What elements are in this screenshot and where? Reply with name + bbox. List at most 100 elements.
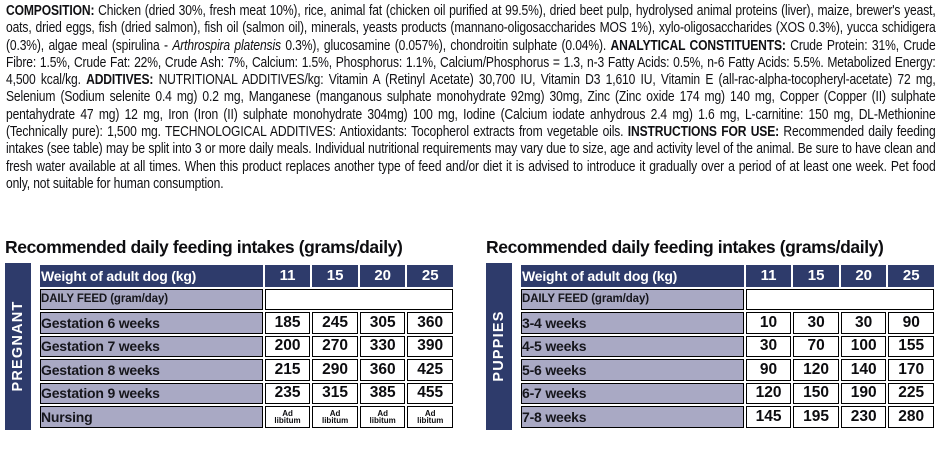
feeding-value-cell: 290 — [312, 359, 358, 381]
table-wrap-pregnant: PREGNANT Weight of adult dog (kg) 11 15 20 2… — [5, 263, 455, 430]
feeding-value-cell: 390 — [407, 335, 453, 357]
row-label-cell: Nursing — [40, 406, 263, 428]
weight-column-header: 15 — [312, 265, 358, 287]
feeding-table-group-puppies: Recommended daily feeding intakes (grams… — [486, 237, 936, 430]
feeding-value-cell: 235 — [264, 382, 311, 404]
weight-header-cell: Weight of adult dog (kg) — [40, 265, 263, 287]
feeding-value-cell: 30 — [840, 312, 887, 334]
table-title-puppies: Recommended daily feeding intakes (grams… — [486, 237, 884, 257]
label-composition-paragraph: COMPOSITION: Chicken (dried 30%, fresh m… — [6, 3, 936, 193]
weight-column-header: 20 — [359, 265, 406, 287]
weight-column-header: 11 — [745, 265, 792, 287]
side-band-pregnant: PREGNANT — [5, 263, 31, 430]
feeding-table-group-pregnant: Recommended daily feeding intakes (grams… — [5, 237, 455, 430]
feeding-value-cell: Ad libitum — [359, 406, 406, 428]
feeding-tables-section: Recommended daily feeding intakes (grams… — [5, 237, 936, 430]
daily-feed-row: DAILY FEED (gram/day) — [40, 288, 453, 310]
feeding-value-cell: Ad libitum — [407, 406, 453, 428]
feeding-value-cell: 150 — [793, 382, 839, 404]
feeding-value-cell: 225 — [888, 382, 934, 404]
feeding-value-cell: 190 — [840, 382, 887, 404]
feeding-value-cell: 120 — [793, 359, 839, 381]
feeding-value-cell: 70 — [793, 335, 839, 357]
table-title-pregnant: Recommended daily feeding intakes (grams… — [5, 237, 403, 257]
weight-column-header: 15 — [793, 265, 839, 287]
label-text-segment: NUTRITIONAL ADDITIVES/kg: Vitamin A (Ret… — [6, 72, 936, 141]
weight-column-header: 20 — [840, 265, 887, 287]
weight-column-header: 25 — [407, 265, 453, 287]
feeding-value-cell: 230 — [840, 406, 887, 428]
side-band-label: PREGNANT — [10, 300, 26, 392]
table-row: Gestation 7 weeks 200 270 330 390 — [40, 335, 453, 357]
table-row: Nursing Ad libitum Ad libitum Ad libitum Ad libi… — [40, 406, 453, 428]
weight-column-header: 11 — [264, 265, 311, 287]
feeding-value-cell: 195 — [793, 406, 839, 428]
table-header-row: Weight of adult dog (kg) 11 15 20 25 — [521, 265, 934, 287]
weight-header-cell: Weight of adult dog (kg) — [521, 265, 744, 287]
label-text-segment: Chicken (dried 30%, fresh meat 10%), ric… — [6, 3, 936, 54]
daily-feed-label-cell: DAILY FEED (gram/day) — [40, 288, 263, 310]
row-label-cell: Gestation 7 weeks — [40, 335, 263, 357]
feeding-value-cell: 305 — [359, 312, 406, 334]
side-band-puppies: PUPPIES — [486, 263, 512, 430]
feeding-value-cell: 90 — [745, 359, 792, 381]
feeding-value-cell: 120 — [745, 382, 792, 404]
feeding-value-cell: 170 — [888, 359, 934, 381]
feeding-value-cell: 280 — [888, 406, 934, 428]
label-text-segment: Recommended daily feeding intakes (see t… — [6, 124, 936, 192]
row-label-cell: Gestation 8 weeks — [40, 359, 263, 381]
feeding-table-puppies: Weight of adult dog (kg) 11 15 20 25 DAILY FE… — [519, 263, 936, 430]
daily-feed-empty-cell — [264, 288, 453, 310]
label-text-segment: Arthrospira platensis — [172, 37, 281, 54]
feeding-value-cell: 200 — [264, 335, 311, 357]
feeding-value-cell: 315 — [312, 382, 358, 404]
daily-feed-row: DAILY FEED (gram/day) — [521, 288, 934, 310]
table-row: 5-6 weeks 90 120 140 170 — [521, 359, 934, 381]
feeding-value-cell: Ad libitum — [312, 406, 358, 428]
feeding-value-cell: 10 — [745, 312, 792, 334]
table-row: Gestation 8 weeks 215 290 360 425 — [40, 359, 453, 381]
label-text-segment: ADDITIVES: — [86, 72, 159, 89]
table-row: 7-8 weeks 145 195 230 280 — [521, 406, 934, 428]
feeding-value-cell: 425 — [407, 359, 453, 381]
feeding-value-cell: 455 — [407, 382, 453, 404]
label-text-segment: Crude Protein: 31%, Crude Fibre: 1.5%, C… — [6, 37, 936, 89]
feeding-value-cell: 100 — [840, 335, 887, 357]
feeding-table-pregnant: Weight of adult dog (kg) 11 15 20 25 DAILY FE… — [38, 263, 455, 430]
table-row: Gestation 6 weeks 185 245 305 360 — [40, 312, 453, 334]
label-text-segment: INSTRUCTIONS FOR USE: — [627, 124, 784, 141]
row-label-cell: 5-6 weeks — [521, 359, 744, 381]
feeding-value-cell: 360 — [359, 359, 406, 381]
feeding-value-cell: 145 — [745, 406, 792, 428]
table-row: 3-4 weeks 10 30 30 90 — [521, 312, 934, 334]
feeding-value-cell: 330 — [359, 335, 406, 357]
feeding-value-cell: Ad libitum — [264, 406, 311, 428]
row-label-cell: 6-7 weeks — [521, 382, 744, 404]
table-wrap-puppies: PUPPIES Weight of adult dog (kg) 11 15 20 25… — [486, 263, 936, 430]
feeding-value-cell: 155 — [888, 335, 934, 357]
daily-feed-empty-cell — [745, 288, 934, 310]
label-text-segment: 0.3%), glucosamine (0.057%), chondroitin… — [280, 37, 611, 54]
row-label-cell: Gestation 6 weeks — [40, 312, 263, 334]
feeding-value-cell: 30 — [745, 335, 792, 357]
feeding-value-cell: 140 — [840, 359, 887, 381]
label-text-segment: COMPOSITION: — [6, 3, 99, 19]
row-label-cell: Gestation 9 weeks — [40, 382, 263, 404]
feeding-value-cell: 360 — [407, 312, 453, 334]
row-label-cell: 4-5 weeks — [521, 335, 744, 357]
table-row: 6-7 weeks 120 150 190 225 — [521, 382, 934, 404]
table-row: Gestation 9 weeks 235 315 385 455 — [40, 382, 453, 404]
feeding-value-cell: 245 — [312, 312, 358, 334]
feeding-value-cell: 270 — [312, 335, 358, 357]
row-label-cell: 7-8 weeks — [521, 406, 744, 428]
feeding-value-cell: 185 — [264, 312, 311, 334]
table-row: 4-5 weeks 30 70 100 155 — [521, 335, 934, 357]
weight-column-header: 25 — [888, 265, 934, 287]
feeding-value-cell: 385 — [359, 382, 406, 404]
feeding-value-cell: 215 — [264, 359, 311, 381]
feeding-value-cell: 90 — [888, 312, 934, 334]
feeding-value-cell: 30 — [793, 312, 839, 334]
side-band-label: PUPPIES — [491, 310, 507, 382]
daily-feed-label-cell: DAILY FEED (gram/day) — [521, 288, 744, 310]
